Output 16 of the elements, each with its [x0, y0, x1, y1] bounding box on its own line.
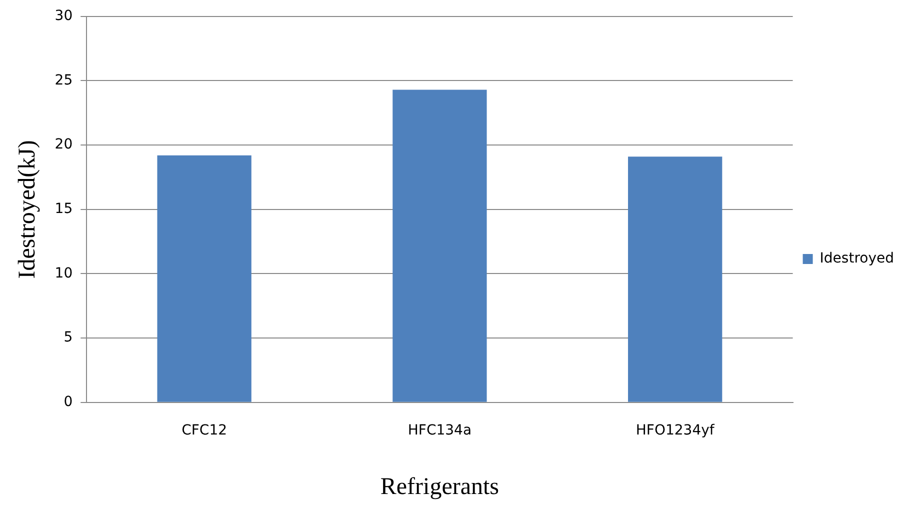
y-axis-title: Idestroyed(kJ) [14, 140, 41, 279]
bar [157, 155, 252, 402]
y-tick-label: 15 [54, 201, 73, 218]
bar [392, 90, 487, 402]
x-tick-label: CFC12 [182, 422, 228, 438]
x-tick-label: HFC134a [408, 422, 472, 438]
x-tick-label: HFO1234yf [636, 422, 716, 438]
y-tick-label: 5 [64, 330, 73, 346]
legend-label: Idestroyed [820, 250, 894, 267]
y-tick-label: 25 [54, 72, 73, 88]
x-axis-title: Refrigerants [380, 474, 500, 500]
bar [628, 156, 722, 402]
y-tick-label: 10 [54, 265, 73, 282]
y-tick-label: 20 [54, 136, 73, 153]
y-tick-label: 0 [64, 394, 73, 410]
y-tick-label: 30 [54, 8, 73, 24]
